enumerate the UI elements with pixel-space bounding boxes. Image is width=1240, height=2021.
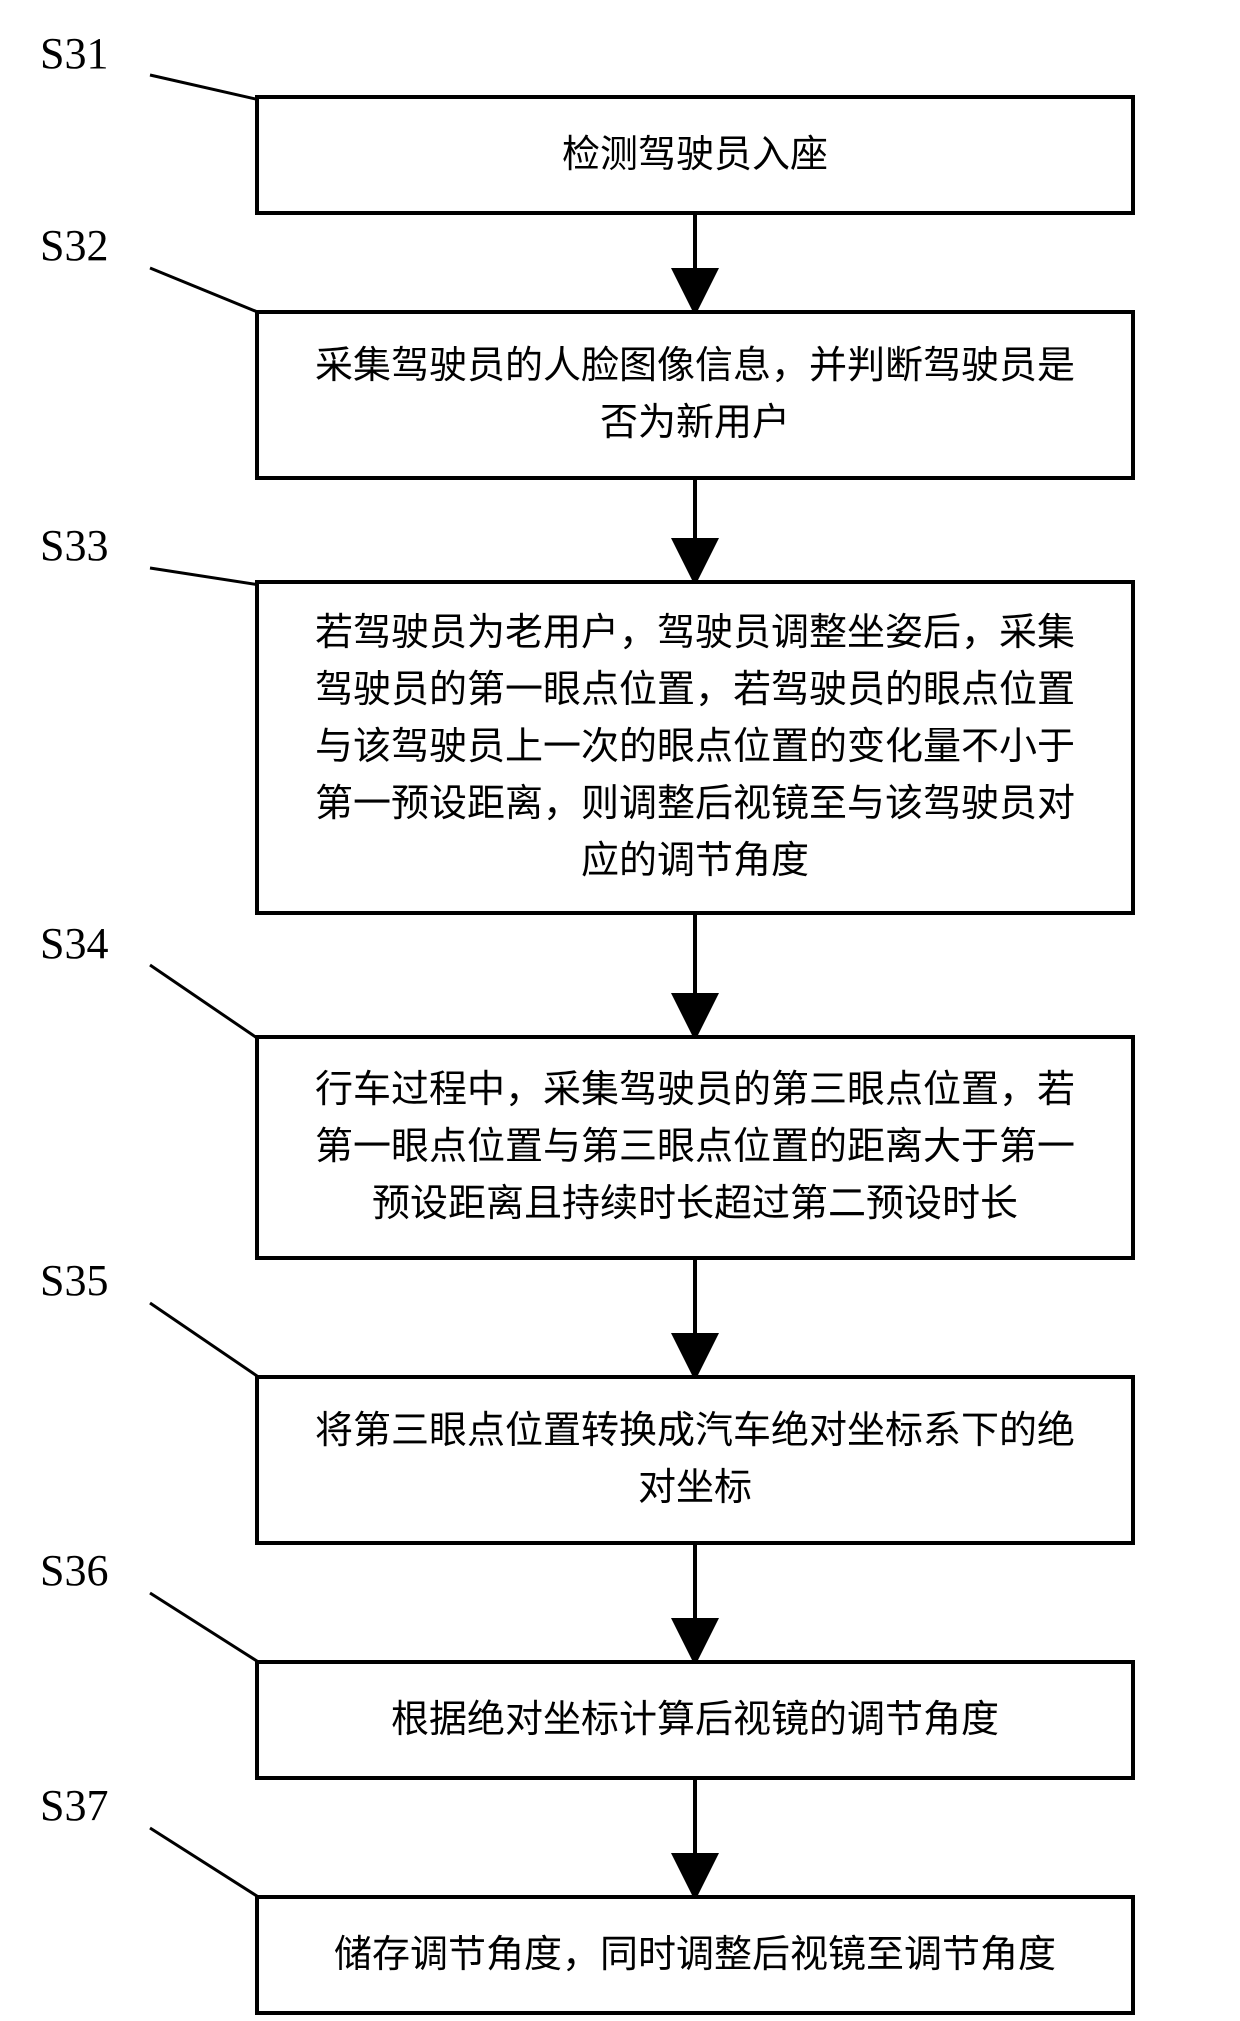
leader-line: [150, 1593, 260, 1663]
flow-node-s33: 若驾驶员为老用户，驾驶员调整坐姿后，采集 驾驶员的第一眼点位置，若驾驶员的眼点位…: [255, 580, 1135, 915]
flow-node-s37: 储存调节角度，同时调整后视镜至调节角度: [255, 1895, 1135, 2015]
flow-node-text: 储存调节角度，同时调整后视镜至调节角度: [334, 1927, 1056, 1984]
flow-node-text: 检测驾驶员入座: [562, 127, 828, 184]
flow-node-label-s31: S31: [40, 28, 108, 79]
flow-node-s36: 根据绝对坐标计算后视镜的调节角度: [255, 1660, 1135, 1780]
flow-node-text: 若驾驶员为老用户，驾驶员调整坐姿后，采集 驾驶员的第一眼点位置，若驾驶员的眼点位…: [315, 605, 1075, 890]
flow-node-label-s35: S35: [40, 1255, 108, 1306]
leader-line: [150, 1303, 260, 1378]
leader-line: [150, 965, 260, 1040]
flowchart-canvas: 检测驾驶员入座 S31 采集驾驶员的人脸图像信息，并判断驾驶员是 否为新用户 S32 若…: [0, 0, 1240, 2021]
flow-node-s31: 检测驾驶员入座: [255, 95, 1135, 215]
flow-node-label-s36: S36: [40, 1545, 108, 1596]
leader-line: [150, 75, 260, 100]
flow-node-label-s32: S32: [40, 220, 108, 271]
flow-node-text: 将第三眼点位置转换成汽车绝对坐标系下的绝 对坐标: [315, 1403, 1075, 1517]
flow-node-text: 行车过程中，采集驾驶员的第三眼点位置，若 第一眼点位置与第三眼点位置的距离大于第…: [315, 1062, 1075, 1233]
flow-node-label-s37: S37: [40, 1780, 108, 1831]
leader-line: [150, 568, 260, 585]
flow-node-label-s34: S34: [40, 918, 108, 969]
leader-line: [150, 268, 260, 313]
flow-node-text: 根据绝对坐标计算后视镜的调节角度: [391, 1692, 999, 1749]
flow-node-s32: 采集驾驶员的人脸图像信息，并判断驾驶员是 否为新用户: [255, 310, 1135, 480]
flow-node-s35: 将第三眼点位置转换成汽车绝对坐标系下的绝 对坐标: [255, 1375, 1135, 1545]
flow-node-s34: 行车过程中，采集驾驶员的第三眼点位置，若 第一眼点位置与第三眼点位置的距离大于第…: [255, 1035, 1135, 1260]
leader-line: [150, 1828, 260, 1898]
flow-node-label-s33: S33: [40, 520, 108, 571]
flow-node-text: 采集驾驶员的人脸图像信息，并判断驾驶员是 否为新用户: [315, 338, 1075, 452]
